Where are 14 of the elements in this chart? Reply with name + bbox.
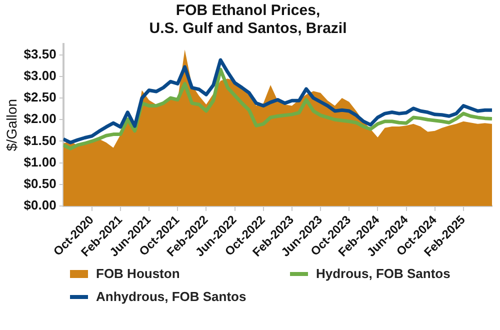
y-tick-label: $1.00 [24,154,56,170]
y-tick-label: $2.00 [24,111,56,126]
legend-label: Hydrous, FOB Santos [316,266,450,281]
y-tick-label: $0.50 [24,176,56,192]
legend-label: FOB Houston [96,266,180,281]
y-tick-label: $3.50 [24,46,56,62]
y-tick-label: $2.50 [24,90,56,105]
y-tick-label: $1.50 [24,132,56,148]
legend-label: Anhydrous, FOB Santos [96,289,246,304]
y-axis-title: $/Gallon [3,98,20,152]
text: FOB Ethanol Prices, [176,2,320,20]
text: U.S. Gulf and Santos, Brazil [149,20,347,38]
y-tick-label: $0.00 [24,198,56,213]
y-tick-label: $3.00 [24,68,56,83]
